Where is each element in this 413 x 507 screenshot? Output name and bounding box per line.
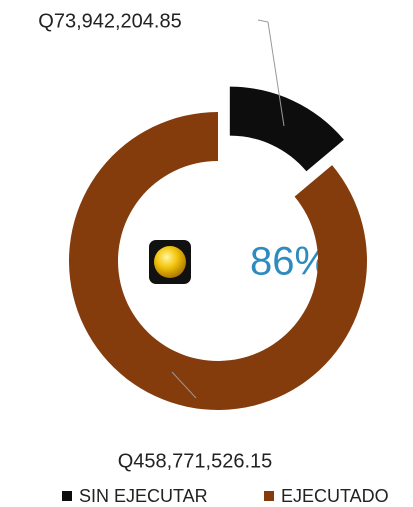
legend-label: EJECUTADO	[281, 486, 389, 506]
data-label: Q73,942,204.85	[38, 10, 181, 32]
leader-line	[171, 371, 197, 399]
status-icon	[149, 240, 191, 284]
legend-swatch	[264, 491, 274, 501]
leader-line	[257, 19, 285, 127]
legend-swatch	[62, 491, 72, 501]
legend-label: SIN EJECUTAR	[79, 486, 208, 506]
donut-slice	[69, 112, 368, 410]
data-label: Q458,771,526.15	[118, 450, 273, 472]
center-label: 86%	[250, 240, 330, 284]
donut-slice	[229, 86, 344, 172]
